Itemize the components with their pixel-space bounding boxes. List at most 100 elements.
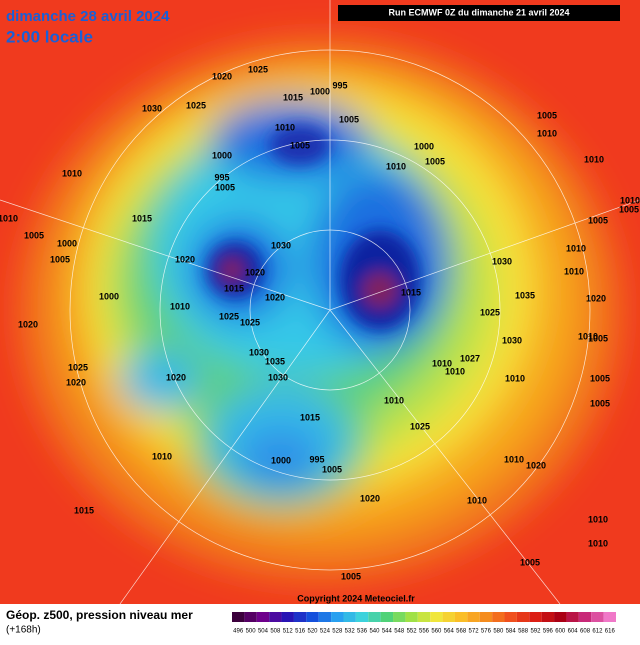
isobar-label: 1025 bbox=[480, 307, 500, 317]
scale-label: 564 bbox=[444, 629, 455, 635]
scale-swatch bbox=[442, 612, 455, 622]
isobar-label: 1000 bbox=[271, 455, 291, 465]
scale-label: 600 bbox=[555, 629, 566, 635]
isobar-label: 1005 bbox=[24, 230, 44, 240]
isobar-label: 995 bbox=[332, 80, 347, 90]
scale-swatch bbox=[293, 612, 307, 622]
caption: Géop. z500, pression niveau mer bbox=[6, 608, 193, 622]
scale-swatch bbox=[306, 612, 319, 622]
scale-label: 500 bbox=[246, 629, 257, 635]
scale-label: 508 bbox=[270, 629, 281, 635]
scale-label: 504 bbox=[258, 629, 269, 635]
isobar-label: 1015 bbox=[132, 213, 152, 223]
isobar-labels: 1025 1020 1030 1025 1000 995 1015 1005 1010 1005 1… bbox=[0, 64, 640, 581]
scale-label: 540 bbox=[369, 629, 380, 635]
isobar-label: 1010 bbox=[505, 373, 525, 383]
scale-swatch bbox=[318, 612, 332, 622]
scale-swatch bbox=[393, 612, 406, 622]
scale-label: 552 bbox=[407, 629, 418, 635]
scale-label: 548 bbox=[394, 629, 405, 635]
isobar-label: 1005 bbox=[588, 215, 608, 225]
scale-label: 532 bbox=[345, 629, 356, 635]
scale-swatch bbox=[430, 612, 443, 622]
scale-swatch bbox=[244, 612, 257, 622]
field bbox=[0, 0, 640, 604]
isobar-label: 1010 bbox=[584, 154, 604, 164]
isobar-label: 1015 bbox=[300, 412, 320, 422]
scale-label: 524 bbox=[320, 629, 331, 635]
scale-label: 536 bbox=[357, 629, 368, 635]
isobar-label: 1005 bbox=[215, 182, 235, 192]
isobar-label: 1030 bbox=[492, 256, 512, 266]
isobar-label: 1025 bbox=[186, 100, 206, 110]
isobar-label: 1005 bbox=[290, 140, 310, 150]
scale-swatch bbox=[578, 612, 592, 622]
scale-label: 612 bbox=[592, 629, 603, 635]
isobar-label: 1005 bbox=[590, 398, 610, 408]
isobar-label: 1025 bbox=[248, 64, 268, 74]
isobar-label: 1005 bbox=[537, 110, 557, 120]
scale-label: 512 bbox=[283, 629, 294, 635]
scale-swatch bbox=[417, 612, 431, 622]
scale-label: 544 bbox=[382, 629, 393, 635]
isobar-label: 1005 bbox=[341, 571, 361, 581]
isobar-label: 1010 bbox=[0, 213, 18, 223]
isobar-label: 1010 bbox=[588, 514, 608, 524]
isobar-label: 1010 bbox=[432, 358, 452, 368]
scale-label: 576 bbox=[481, 629, 492, 635]
isobar-label: 1010 bbox=[537, 128, 557, 138]
scale-label: 608 bbox=[580, 629, 591, 635]
scale-swatch bbox=[516, 612, 530, 622]
isobar-label: 1015 bbox=[401, 287, 421, 297]
isobar-label: 1010 bbox=[384, 395, 404, 405]
scale-swatch bbox=[232, 612, 245, 622]
isobar-label: 1035 bbox=[515, 290, 535, 300]
isobar-label: 1010 bbox=[564, 266, 584, 276]
scale-swatch bbox=[541, 612, 555, 622]
isobar-label: 1035 bbox=[265, 356, 285, 366]
isobar-label: 1025 bbox=[240, 317, 260, 327]
scale-label: 568 bbox=[456, 629, 467, 635]
isobar-label: 1000 bbox=[414, 141, 434, 151]
isobar-label: 1030 bbox=[502, 335, 522, 345]
isobar-label: 1005 bbox=[425, 156, 445, 166]
isobar-label: 1020 bbox=[66, 377, 86, 387]
isobar-label: 1015 bbox=[283, 92, 303, 102]
isobar-label: 1005 bbox=[322, 464, 342, 474]
scale-swatch bbox=[355, 612, 369, 622]
isobar-label: 1010 bbox=[170, 301, 190, 311]
isobar-label: 1005 bbox=[520, 557, 540, 567]
copyright: Copyright 2024 Meteociel.fr bbox=[297, 593, 415, 603]
isobar-label: 1030 bbox=[271, 240, 291, 250]
isobar-label: 995 bbox=[309, 454, 324, 464]
scale-swatch bbox=[591, 612, 604, 622]
scale-swatch bbox=[380, 612, 394, 622]
scale-label: 572 bbox=[469, 629, 480, 635]
isobar-label: 1010 bbox=[445, 366, 465, 376]
run: Run ECMWF 0Z du dimanche 21 avril 2024 bbox=[388, 7, 569, 17]
scale-label: 588 bbox=[518, 629, 529, 635]
isobar-label: 1030 bbox=[268, 372, 288, 382]
scale-swatch bbox=[492, 612, 505, 622]
isobar-label: 1020 bbox=[166, 372, 186, 382]
isobar-label: 1010 bbox=[504, 454, 524, 464]
isobar-label: 1005 bbox=[590, 373, 610, 383]
run-box bbox=[338, 5, 620, 21]
scale-label: 516 bbox=[295, 629, 306, 635]
isobar-label: 1010 bbox=[588, 538, 608, 548]
isobar-label: 1000 bbox=[212, 150, 232, 160]
lead: (+168h) bbox=[6, 625, 41, 636]
scale-swatch bbox=[256, 612, 270, 622]
isobar-label: 1027 bbox=[460, 353, 480, 363]
scale-swatch bbox=[566, 612, 579, 622]
isobar-label: 1020 bbox=[265, 292, 285, 302]
isobar-label: 1010 bbox=[62, 168, 82, 178]
isobar-label: 1010 bbox=[386, 161, 406, 171]
isobar-label: 1005 bbox=[619, 204, 639, 214]
scale-swatch bbox=[504, 612, 517, 622]
color-scale: 496 500 504 508 512 516 520 524 528 532 536 540 544 5… bbox=[232, 612, 616, 635]
isobar-label: 1025 bbox=[219, 311, 239, 321]
isobar-label: 1020 bbox=[175, 254, 195, 264]
isobar-label: 995 bbox=[214, 172, 229, 182]
